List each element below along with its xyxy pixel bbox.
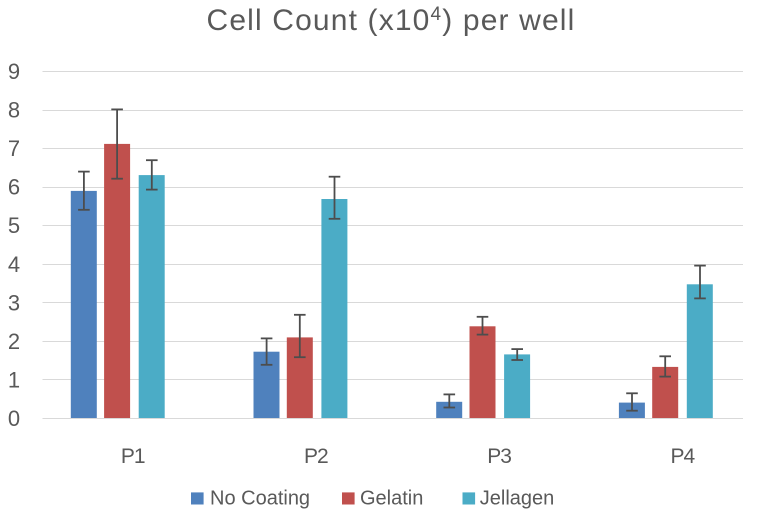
svg-text:2: 2 xyxy=(8,329,20,354)
svg-text:8: 8 xyxy=(8,98,20,123)
svg-text:5: 5 xyxy=(8,213,20,238)
svg-text:6: 6 xyxy=(8,175,20,200)
svg-text:P1: P1 xyxy=(121,445,145,468)
svg-text:0: 0 xyxy=(8,406,20,431)
svg-text:P3: P3 xyxy=(487,445,511,468)
svg-text:Gelatin: Gelatin xyxy=(360,488,423,510)
svg-text:Cell Count (x104) per well: Cell Count (x104) per well xyxy=(207,4,576,37)
svg-text:4: 4 xyxy=(8,252,20,277)
svg-text:P4: P4 xyxy=(671,445,696,468)
svg-text:No Coating: No Coating xyxy=(210,488,310,510)
svg-text:Jellagen: Jellagen xyxy=(480,488,555,510)
svg-text:9: 9 xyxy=(8,59,20,84)
svg-text:7: 7 xyxy=(8,136,20,161)
svg-text:P2: P2 xyxy=(304,445,328,468)
svg-text:3: 3 xyxy=(8,290,20,315)
svg-text:1: 1 xyxy=(8,367,20,392)
